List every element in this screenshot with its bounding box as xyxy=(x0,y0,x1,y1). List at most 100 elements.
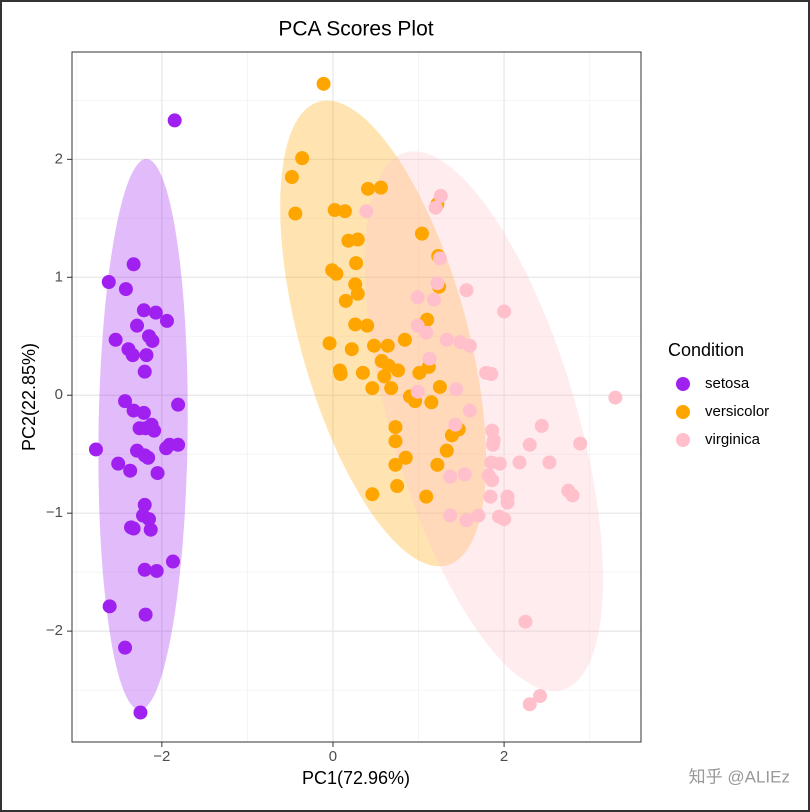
point xyxy=(497,512,512,527)
point xyxy=(136,303,151,318)
point xyxy=(367,338,382,353)
point xyxy=(412,365,427,380)
point xyxy=(348,317,363,332)
point xyxy=(171,397,186,412)
point xyxy=(388,457,403,472)
point xyxy=(145,333,160,348)
point xyxy=(349,256,364,271)
legend-key xyxy=(676,433,690,447)
point xyxy=(329,266,344,281)
point xyxy=(360,318,375,333)
chart-title: PCA Scores Plot xyxy=(278,18,433,41)
point xyxy=(439,332,454,347)
point xyxy=(101,275,116,289)
point xyxy=(485,437,500,452)
point xyxy=(143,522,158,537)
point xyxy=(141,450,156,465)
point xyxy=(439,443,454,458)
point xyxy=(118,640,133,655)
point xyxy=(443,508,458,523)
point xyxy=(350,286,365,301)
point xyxy=(432,379,447,394)
point xyxy=(355,365,370,380)
y-axis-title: PC2(22.85%) xyxy=(19,343,39,451)
point xyxy=(410,384,425,399)
point xyxy=(316,76,331,91)
point xyxy=(462,403,477,418)
point xyxy=(497,304,512,319)
point xyxy=(534,418,549,433)
point xyxy=(374,354,389,369)
x-tick-label: −2 xyxy=(153,748,170,765)
point xyxy=(165,554,180,569)
point xyxy=(136,405,151,420)
point xyxy=(388,434,403,449)
point xyxy=(159,441,174,456)
point xyxy=(390,479,405,494)
point xyxy=(443,469,458,484)
legend-title: Condition xyxy=(668,340,744,360)
point xyxy=(142,512,157,527)
point xyxy=(500,495,515,510)
point xyxy=(573,436,588,451)
point xyxy=(118,394,133,409)
points xyxy=(88,76,623,720)
point xyxy=(359,204,374,219)
point xyxy=(322,336,337,351)
point xyxy=(485,473,500,488)
point xyxy=(457,467,472,482)
point xyxy=(471,508,486,523)
point xyxy=(365,487,380,502)
point xyxy=(137,364,152,379)
point xyxy=(448,417,463,432)
point xyxy=(522,437,537,452)
point xyxy=(137,562,152,577)
legend-label: versicolor xyxy=(705,403,769,420)
point xyxy=(126,521,141,536)
point xyxy=(288,206,303,221)
legend-label: setosa xyxy=(705,375,750,392)
x-tick-label: 0 xyxy=(329,748,337,765)
y-tick-label: 1 xyxy=(55,268,63,285)
point xyxy=(137,497,152,512)
point xyxy=(123,463,138,478)
point xyxy=(462,338,477,353)
point xyxy=(361,181,376,196)
point xyxy=(428,200,443,215)
point xyxy=(484,367,499,381)
panel-background xyxy=(72,52,641,742)
confidence-ellipse xyxy=(364,151,603,692)
point xyxy=(126,257,141,272)
point xyxy=(380,338,395,353)
confidence-ellipse xyxy=(280,100,487,567)
panel-border xyxy=(71,51,642,743)
point xyxy=(459,513,474,528)
point xyxy=(388,420,403,435)
point xyxy=(419,489,434,504)
point xyxy=(138,607,153,622)
point xyxy=(533,689,548,703)
point xyxy=(111,456,126,471)
y-tick-label: 2 xyxy=(55,150,63,167)
point xyxy=(150,466,165,481)
y-tick-label: 0 xyxy=(55,386,63,403)
grid xyxy=(72,52,641,742)
point xyxy=(397,332,412,347)
point xyxy=(449,382,464,397)
point xyxy=(125,348,140,363)
legend-key xyxy=(676,405,690,419)
y-tick-label: −1 xyxy=(46,504,63,521)
point xyxy=(88,442,103,457)
point xyxy=(344,342,359,357)
point xyxy=(333,367,348,381)
x-axis-title: PC1(72.96%) xyxy=(302,768,410,788)
point xyxy=(565,488,580,503)
point xyxy=(444,428,459,443)
point xyxy=(284,170,299,185)
point xyxy=(424,395,439,410)
point xyxy=(426,292,441,307)
point xyxy=(459,283,474,298)
point xyxy=(433,188,448,203)
